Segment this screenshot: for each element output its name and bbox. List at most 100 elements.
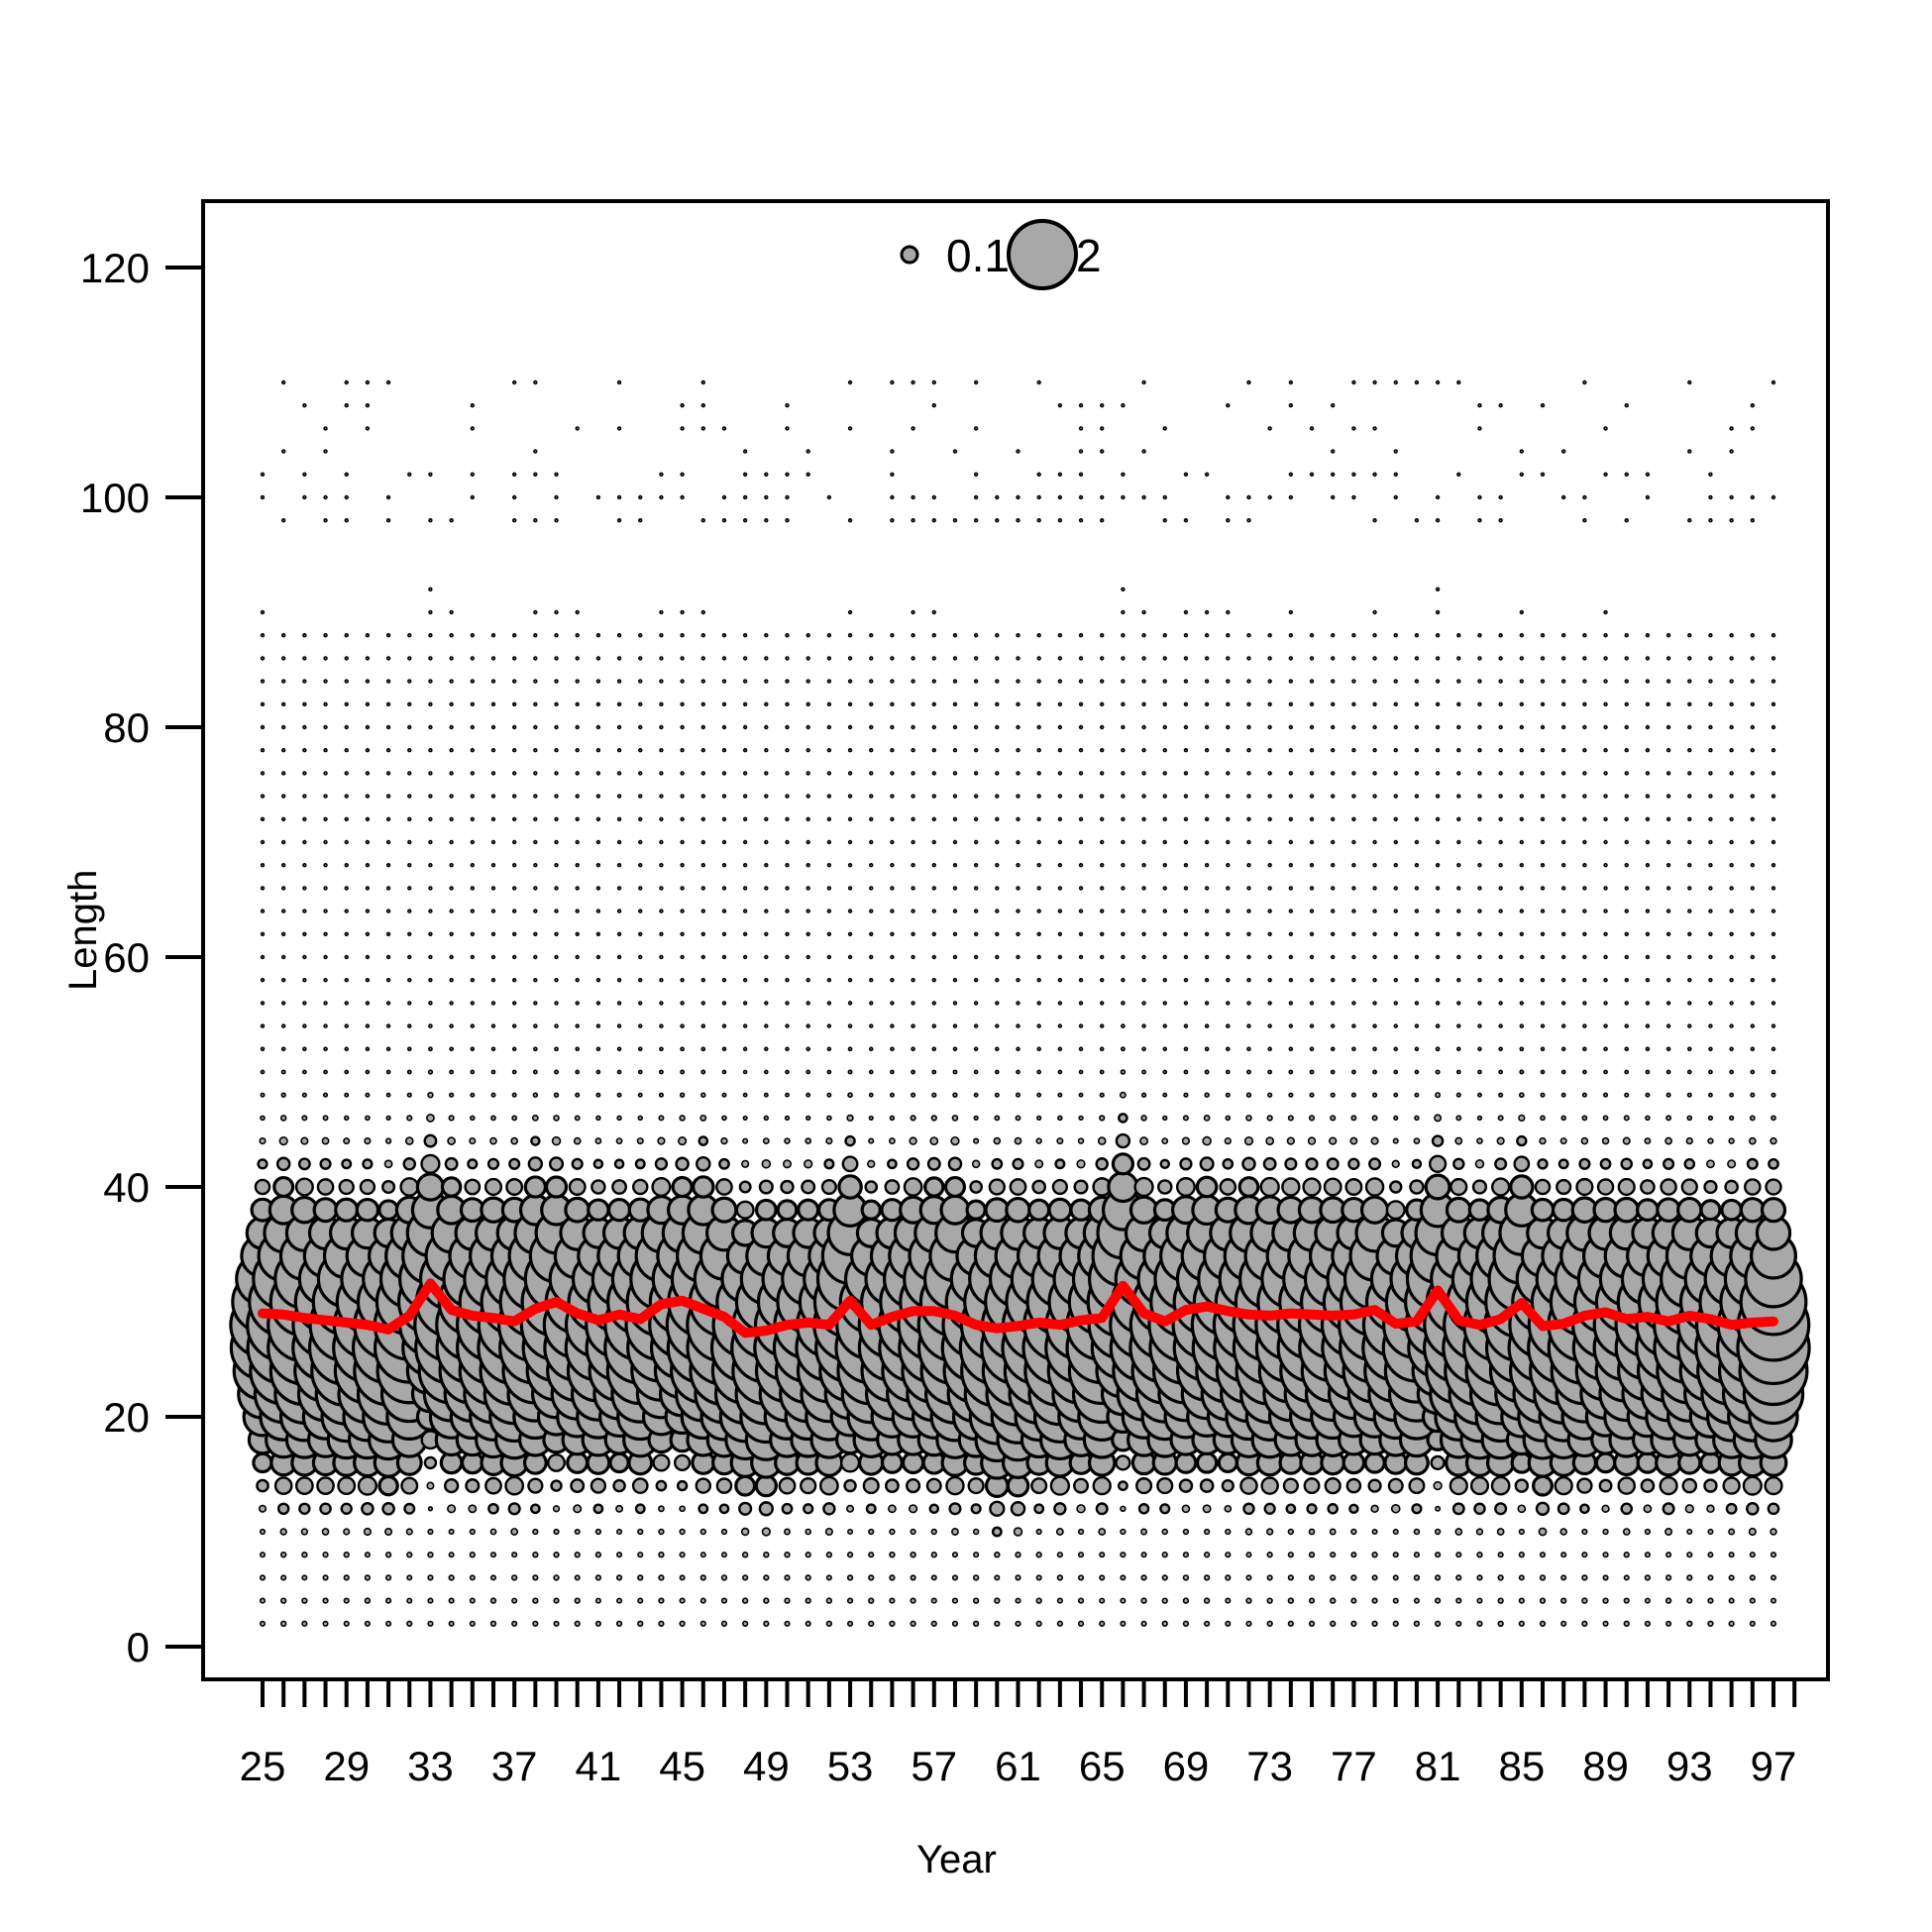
- bubble: [1303, 1477, 1321, 1495]
- bubble: [1456, 724, 1461, 730]
- bubble: [470, 724, 476, 730]
- bubble: [1750, 1069, 1756, 1075]
- bubble: [616, 1069, 622, 1075]
- bubble: [1141, 771, 1146, 776]
- bubble: [1645, 472, 1651, 477]
- bubble: [595, 1023, 601, 1028]
- bubble: [1036, 839, 1041, 845]
- bubble: [826, 1115, 832, 1122]
- bubble: [1183, 724, 1189, 730]
- bubble: [720, 1136, 728, 1145]
- bubble: [1393, 909, 1398, 913]
- bubble: [1729, 679, 1734, 684]
- bubble: [470, 1023, 476, 1028]
- bubble: [1516, 1134, 1528, 1147]
- bubble: [847, 1528, 854, 1536]
- bubble: [595, 886, 601, 891]
- bubble: [407, 747, 412, 753]
- bubble: [344, 632, 349, 638]
- bubble: [721, 517, 727, 523]
- bubble: [533, 679, 538, 684]
- bubble: [909, 1136, 917, 1145]
- bubble: [344, 909, 349, 913]
- bubble: [532, 1597, 539, 1604]
- bubble: [1665, 931, 1671, 936]
- bubble: [260, 931, 266, 936]
- bubble: [911, 771, 915, 776]
- bubble: [1576, 1477, 1593, 1494]
- bubble: [1580, 1136, 1589, 1145]
- bubble: [428, 954, 433, 960]
- bubble: [486, 1157, 500, 1170]
- bubble: [869, 931, 874, 936]
- bubble: [470, 977, 476, 983]
- bubble: [1645, 1001, 1651, 1006]
- bubble: [1141, 449, 1146, 454]
- bubble: [344, 472, 349, 477]
- bubble: [1246, 1023, 1251, 1028]
- bubble: [1137, 1503, 1150, 1515]
- bubble: [906, 1157, 920, 1171]
- bubble: [1246, 1069, 1251, 1075]
- bubble: [1686, 1046, 1692, 1052]
- bubble: [1413, 1597, 1420, 1604]
- bubble: [1708, 794, 1713, 799]
- bubble: [280, 1597, 287, 1604]
- bubble: [1617, 1177, 1636, 1197]
- bubble: [1246, 954, 1251, 960]
- bubble: [1161, 1137, 1169, 1144]
- bubble: [995, 862, 1000, 868]
- bubble: [1393, 954, 1398, 960]
- bubble: [1519, 1023, 1525, 1028]
- bubble: [1078, 816, 1084, 821]
- bubble: [344, 931, 349, 936]
- bubble: [1477, 886, 1482, 891]
- bubble: [1498, 403, 1503, 408]
- bubble: [1665, 1023, 1671, 1028]
- bubble: [1183, 632, 1189, 638]
- bubble: [973, 816, 979, 821]
- bubble: [1181, 1136, 1191, 1145]
- bubble: [1204, 1001, 1210, 1006]
- bubble: [869, 679, 874, 684]
- bubble: [1435, 954, 1441, 960]
- bubble: [1100, 771, 1105, 776]
- bubble: [511, 931, 517, 936]
- x-axis: 25 29 33 37 41 45 49 53 57 61 65 69 73 77 81 85 89 93 97: [240, 1679, 1796, 1789]
- bubble: [1120, 1620, 1127, 1627]
- bubble: [1183, 1092, 1189, 1098]
- bubble: [575, 909, 580, 913]
- bubble: [1136, 1156, 1151, 1171]
- bubble: [718, 1503, 730, 1515]
- bubble: [1560, 1023, 1566, 1028]
- bubble: [407, 931, 412, 936]
- bubble: [888, 1137, 896, 1145]
- bubble: [1490, 1475, 1511, 1496]
- bubble: [615, 1528, 623, 1536]
- bubble: [470, 472, 476, 477]
- bubble: [805, 931, 810, 936]
- bubble: [784, 1115, 791, 1122]
- bubble: [1036, 886, 1041, 891]
- bubble: [721, 886, 727, 891]
- x-tick-label: 69: [1163, 1743, 1210, 1789]
- bubble: [1141, 609, 1146, 615]
- bubble: [1099, 1115, 1106, 1122]
- bubble: [659, 1001, 664, 1006]
- bubble: [995, 886, 1000, 891]
- bubble: [805, 632, 810, 638]
- bubble: [1267, 701, 1272, 706]
- bubble: [1603, 931, 1608, 936]
- bubble: [616, 1001, 622, 1006]
- bubble: [385, 1115, 391, 1122]
- bubble: [427, 1528, 434, 1536]
- bubble: [1372, 954, 1377, 960]
- bubble: [869, 862, 874, 868]
- bubble: [1664, 1136, 1673, 1145]
- bubble: [1036, 472, 1041, 477]
- bubble: [1092, 1475, 1112, 1496]
- bubble: [1708, 724, 1713, 730]
- bubble: [1728, 1115, 1735, 1122]
- bubble: [1121, 794, 1126, 799]
- bubble: [1750, 954, 1756, 960]
